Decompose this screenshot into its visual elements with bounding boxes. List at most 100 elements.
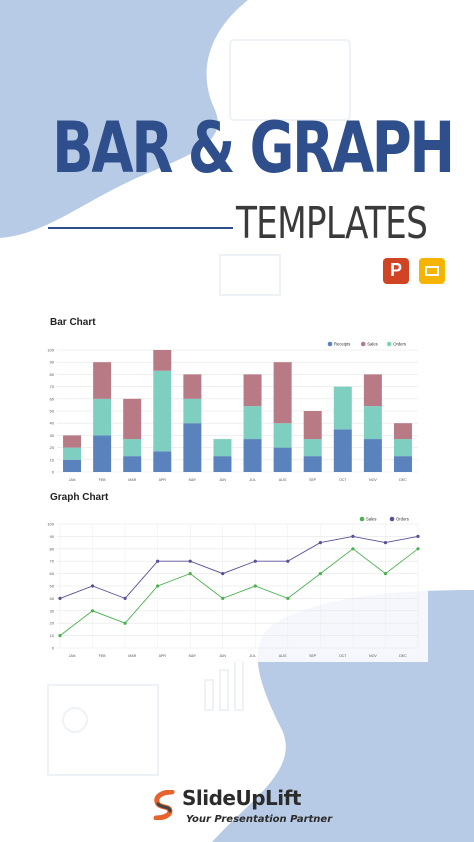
line-y-tick-label: 20 — [50, 621, 55, 626]
line-point-orders — [351, 534, 355, 538]
google-slides-icon — [419, 258, 445, 284]
line-y-tick-label: 40 — [50, 596, 55, 601]
line-point-orders — [318, 541, 322, 545]
bar-x-tick-label: MAR — [128, 478, 136, 482]
bar-y-tick-label: 80 — [50, 372, 55, 377]
bar-chart: 0 10 20 30 40 50 60 70 80 90 100 JAN FEB MAR APR MAY JUN… — [46, 334, 428, 486]
line-legend-marker — [389, 516, 395, 522]
bar-segment-orders — [303, 439, 322, 457]
bar-segment-orders — [333, 386, 352, 430]
bar-segment-receipts — [243, 439, 262, 472]
line-point-sales — [58, 634, 62, 638]
bar-segment-receipts — [123, 456, 142, 472]
bar-segment-orders — [183, 398, 202, 424]
line-y-tick-label: 50 — [50, 584, 55, 589]
line-legend-marker — [359, 516, 365, 522]
line-point-sales — [188, 572, 192, 576]
bar-segment-sales — [93, 362, 112, 399]
bar-x-tick-label: MAY — [189, 478, 197, 482]
line-point-orders — [253, 559, 257, 563]
bar-segment-sales — [183, 374, 202, 399]
bar-legend-marker — [327, 341, 333, 347]
bar-segment-receipts — [93, 435, 112, 472]
line-y-tick-label: 30 — [50, 608, 55, 613]
line-y-tick-label: 80 — [50, 546, 55, 551]
line-point-sales — [221, 596, 225, 600]
line-point-orders — [383, 541, 388, 545]
bar-segment-receipts — [153, 451, 172, 472]
line-x-tick-label: MAR — [128, 654, 136, 658]
line-y-tick-label: 0 — [52, 646, 55, 651]
line-point-orders — [188, 559, 192, 563]
line-x-tick-label: MAY — [189, 654, 197, 658]
bar-segment-receipts — [333, 429, 352, 472]
line-x-tick-label: JUN — [219, 654, 226, 658]
line-y-tick-label: 60 — [50, 571, 55, 576]
bar-segment-receipts — [363, 439, 382, 472]
line-point-orders — [156, 559, 160, 563]
bar-segment-receipts — [303, 456, 322, 472]
powerpoint-icon: P — [383, 258, 409, 284]
line-y-tick-label: 100 — [47, 522, 54, 527]
bar-y-tick-label: 10 — [50, 457, 55, 462]
brand-tagline: Your Presentation Partner — [186, 814, 333, 825]
brand-name: SlideUpLift — [182, 786, 301, 810]
bar-segment-orders — [273, 423, 292, 448]
line-point-sales — [123, 621, 127, 625]
bar-segment-receipts — [63, 459, 82, 472]
bar-segment-orders — [393, 439, 412, 457]
line-point-sales — [351, 547, 355, 551]
bar-segment-sales — [63, 435, 82, 448]
bar-legend-marker — [360, 341, 366, 347]
bar-x-tick-label: OCT — [339, 478, 347, 482]
bar-segment-orders — [243, 406, 262, 440]
bar-y-tick-label: 70 — [50, 384, 55, 389]
top-left-blue-shape — [0, 0, 248, 238]
bar-segment-orders — [93, 398, 112, 436]
bar-x-tick-label: JAN — [69, 478, 76, 482]
bar-segment-orders — [213, 439, 232, 457]
bar-legend-label: Sales — [367, 342, 377, 347]
graph-chart: 0 10 20 30 40 50 60 70 80 90 100 JAN FEB MAR APR MAY JUN… — [46, 508, 428, 662]
line-point-sales — [156, 584, 160, 588]
bar-x-tick-label: SEP — [309, 478, 317, 482]
bar-segment-sales — [153, 350, 172, 371]
line-series-sales — [59, 548, 419, 636]
bar-segment-receipts — [213, 456, 232, 472]
bar-segment-sales — [393, 423, 412, 440]
bar-segment-sales — [273, 362, 292, 424]
line-point-sales — [90, 609, 95, 613]
line-point-orders — [221, 572, 225, 576]
line-point-orders — [286, 559, 290, 563]
faint-decorations — [47, 39, 351, 776]
bar-segment-receipts — [183, 423, 202, 472]
bar-y-tick-label: 0 — [52, 470, 55, 475]
line-x-tick-label: SEP — [309, 654, 317, 658]
bar-segment-sales — [303, 411, 322, 440]
bar-segment-orders — [363, 406, 382, 440]
bar-x-tick-label: DEC — [399, 478, 407, 482]
line-point-sales — [286, 596, 290, 600]
bar-y-tick-label: 60 — [50, 396, 55, 401]
bar-legend-label: Orders — [393, 342, 406, 347]
bar-y-tick-label: 40 — [50, 421, 55, 426]
slides-frame — [425, 266, 439, 276]
bar-y-tick-label: 20 — [50, 445, 55, 450]
bar-legend-marker — [386, 341, 392, 347]
bar-chart-title: Bar Chart — [50, 317, 96, 328]
line-x-tick-label: APR — [159, 654, 167, 658]
bar-segment-sales — [123, 398, 142, 440]
bar-segment-sales — [363, 374, 382, 407]
bar-segment-receipts — [393, 456, 412, 472]
line-x-tick-label: DEC — [399, 654, 407, 658]
slideuplift-logo-icon — [153, 790, 175, 820]
line-legend-label: Orders — [396, 517, 409, 522]
bar-y-tick-label: 100 — [47, 348, 54, 353]
bar-segment-orders — [153, 370, 172, 452]
bar-y-tick-label: 30 — [50, 433, 55, 438]
line-point-orders — [416, 534, 420, 538]
bar-x-tick-label: FEB — [99, 478, 107, 482]
line-x-tick-label: JAN — [69, 654, 76, 658]
line-x-tick-label: AUG — [279, 654, 287, 658]
